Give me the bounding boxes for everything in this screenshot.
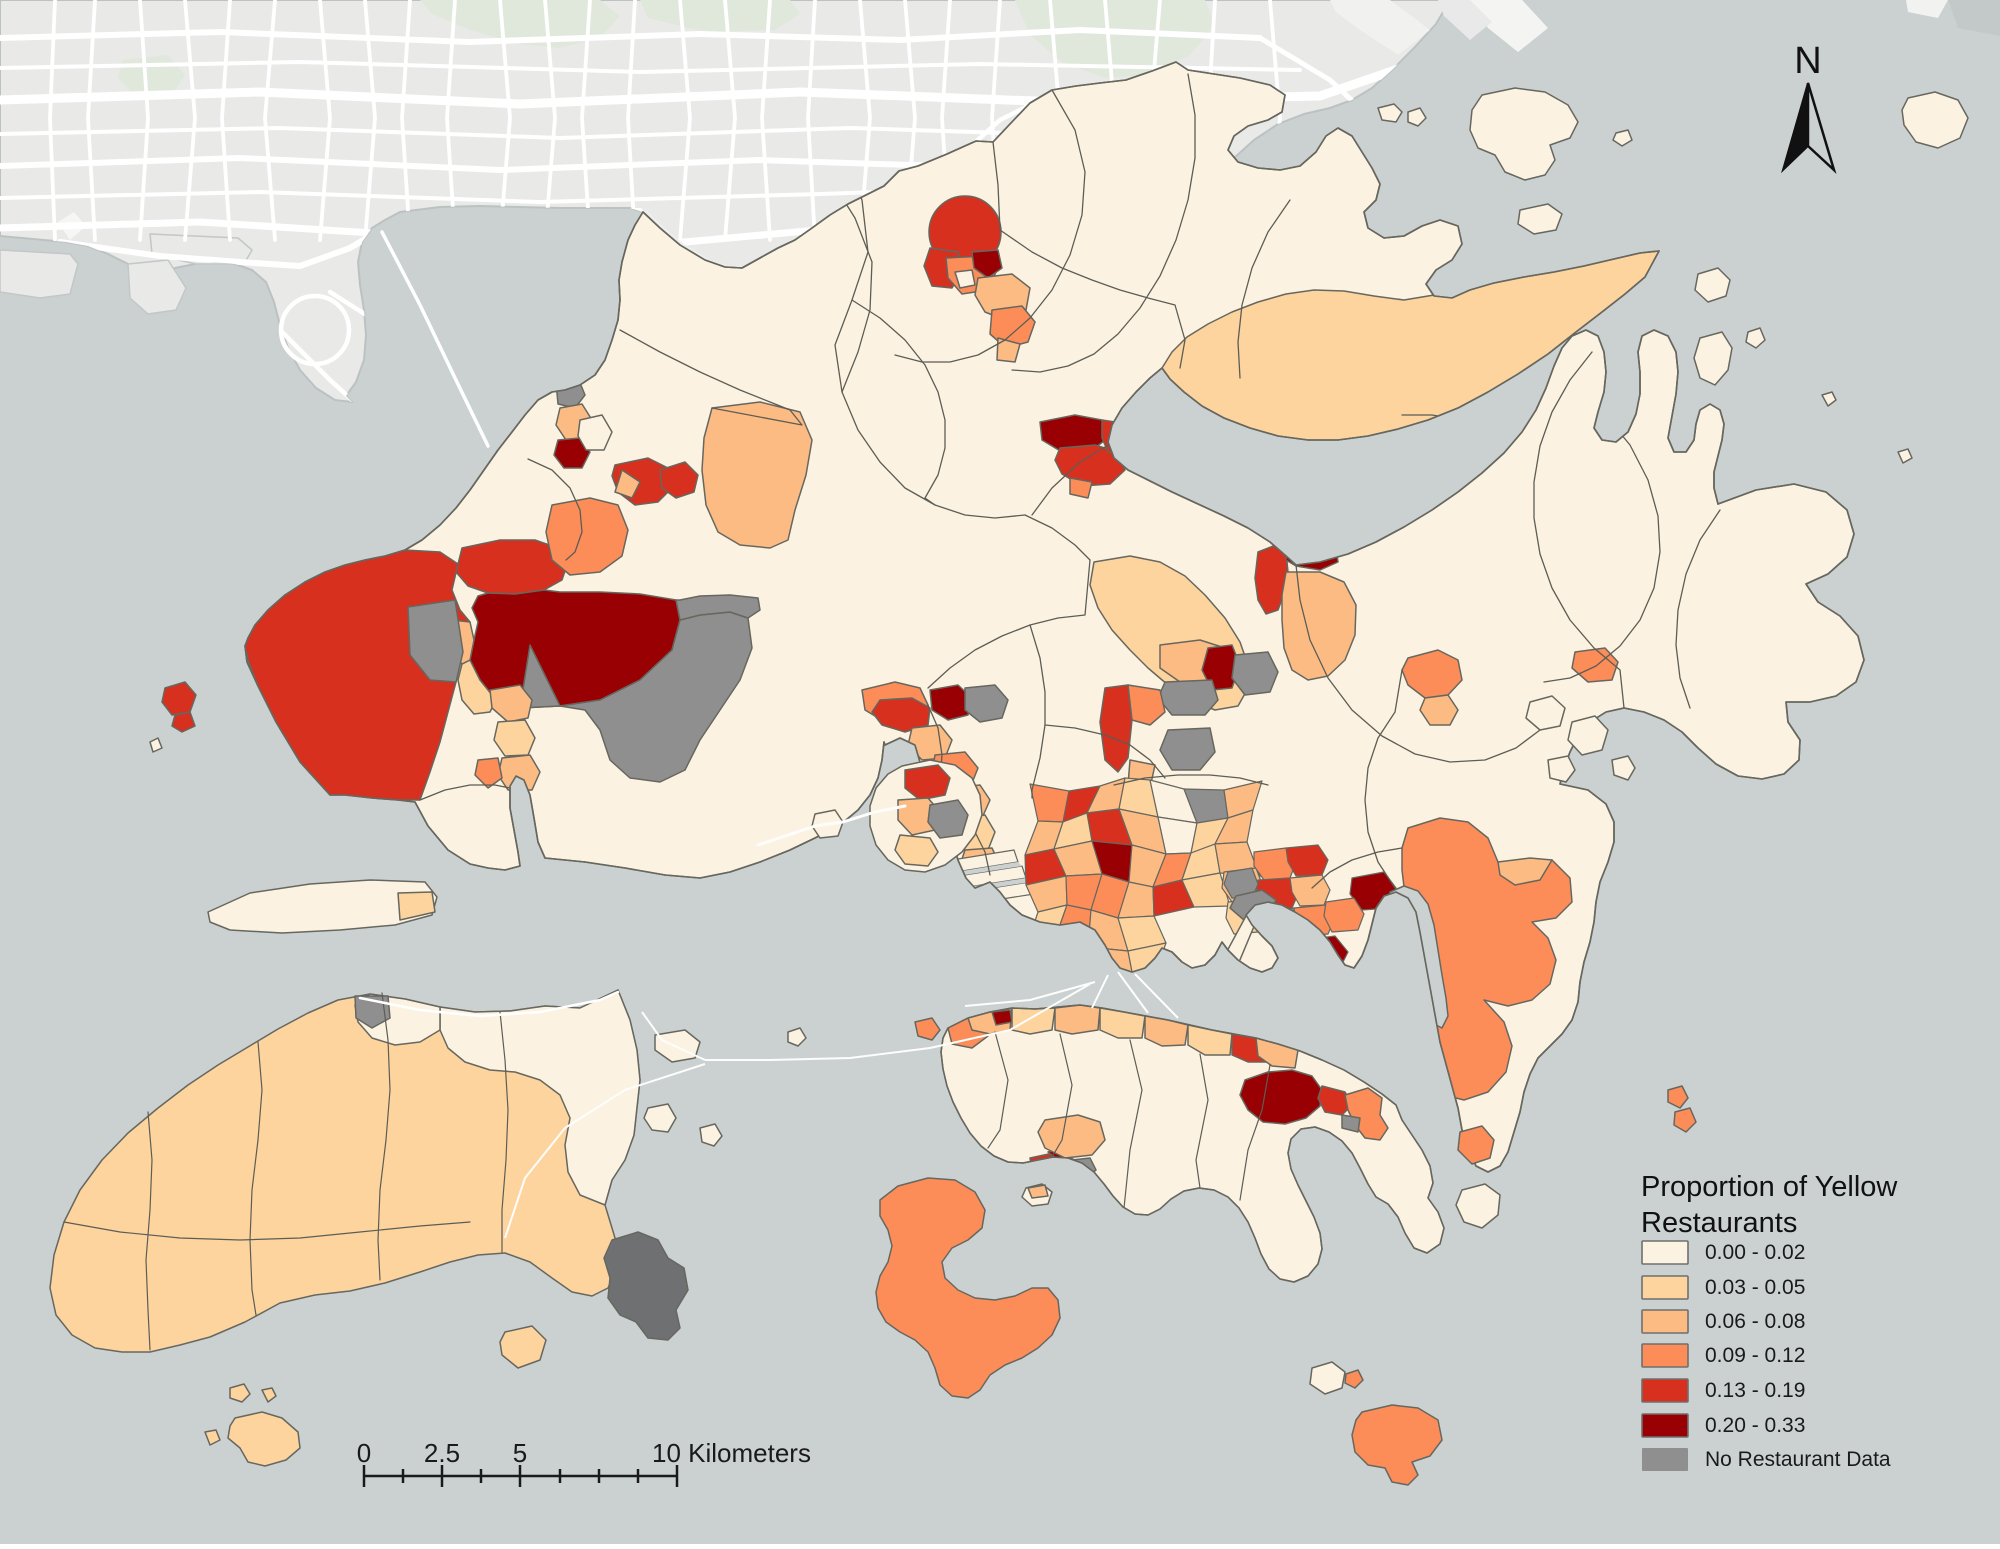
svg-text:0: 0 — [357, 1438, 371, 1468]
svg-text:0.09 - 0.12: 0.09 - 0.12 — [1705, 1344, 1805, 1367]
svg-text:N: N — [1794, 40, 1821, 82]
svg-text:Proportion of Yellow: Proportion of Yellow — [1641, 1171, 1898, 1203]
svg-text:0.13 - 0.19: 0.13 - 0.19 — [1705, 1379, 1805, 1402]
svg-text:10 Kilometers: 10 Kilometers — [652, 1438, 811, 1468]
svg-text:2.5: 2.5 — [424, 1438, 460, 1468]
svg-text:No Restaurant Data: No Restaurant Data — [1705, 1448, 1891, 1471]
svg-text:Restaurants: Restaurants — [1641, 1207, 1797, 1239]
svg-text:0.06 - 0.08: 0.06 - 0.08 — [1705, 1310, 1805, 1333]
svg-text:0.03 - 0.05: 0.03 - 0.05 — [1705, 1276, 1805, 1299]
svg-text:5: 5 — [513, 1438, 527, 1468]
svg-text:0.00 - 0.02: 0.00 - 0.02 — [1705, 1241, 1805, 1264]
svg-text:0.20 - 0.33: 0.20 - 0.33 — [1705, 1414, 1805, 1437]
